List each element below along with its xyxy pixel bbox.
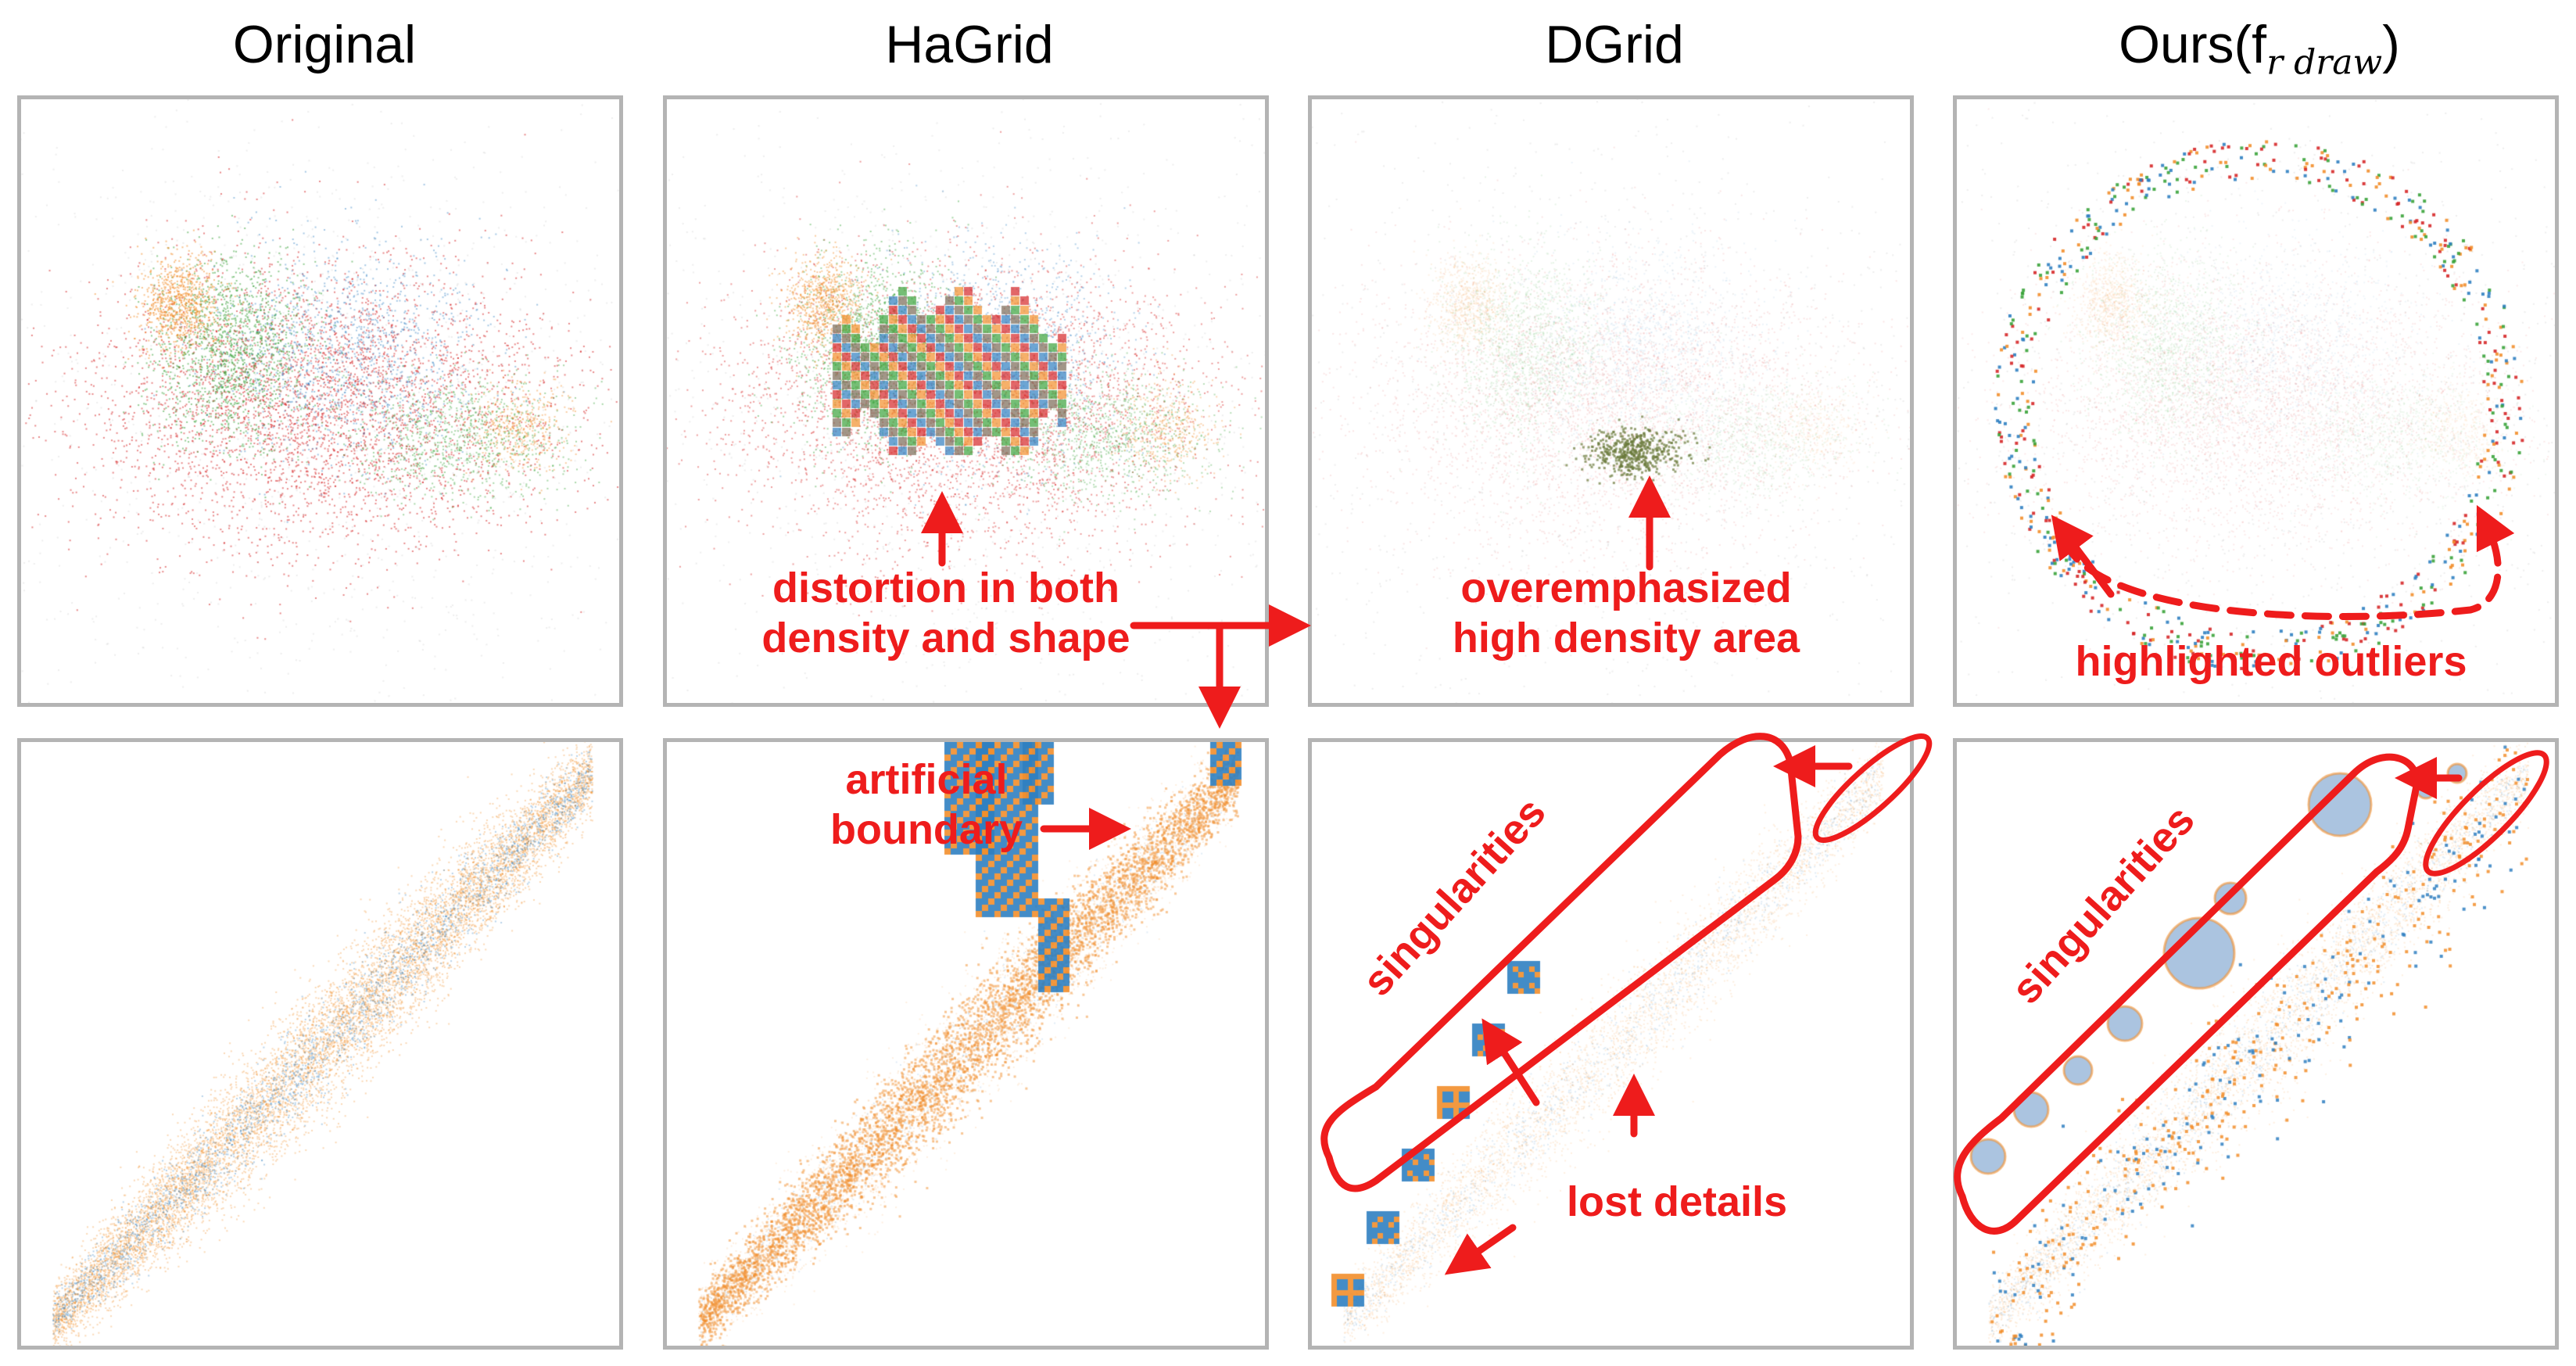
ours-subscript: r draw xyxy=(2266,42,2383,83)
panel-dgrid-bottom xyxy=(1308,738,1914,1350)
annotation-artificial-boundary: artificial boundary xyxy=(829,756,1023,853)
column-title-hagrid: HaGrid xyxy=(885,15,1054,74)
panel-hagrid-bottom xyxy=(663,738,1269,1350)
annotation-overemphasized: overemphasized high density area xyxy=(1452,565,1800,661)
column-title-dgrid: DGrid xyxy=(1545,15,1684,74)
panel-original-bottom xyxy=(17,738,623,1350)
annotation-highlighted-outliers: highlighted outliers xyxy=(2075,638,2467,685)
panel-dgrid-top xyxy=(1308,95,1914,707)
column-title-ours: Ours(fr draw) xyxy=(2119,15,2400,83)
panel-ours-top xyxy=(1953,95,2559,707)
annotation-lost-details: lost details xyxy=(1566,1178,1788,1225)
panel-hagrid-top xyxy=(663,95,1269,707)
panel-ours-bottom xyxy=(1953,738,2559,1350)
annotation-distortion: distortion in both density and shape xyxy=(761,565,1130,661)
column-title-original: Original xyxy=(232,15,417,74)
panel-original-top xyxy=(17,95,623,707)
